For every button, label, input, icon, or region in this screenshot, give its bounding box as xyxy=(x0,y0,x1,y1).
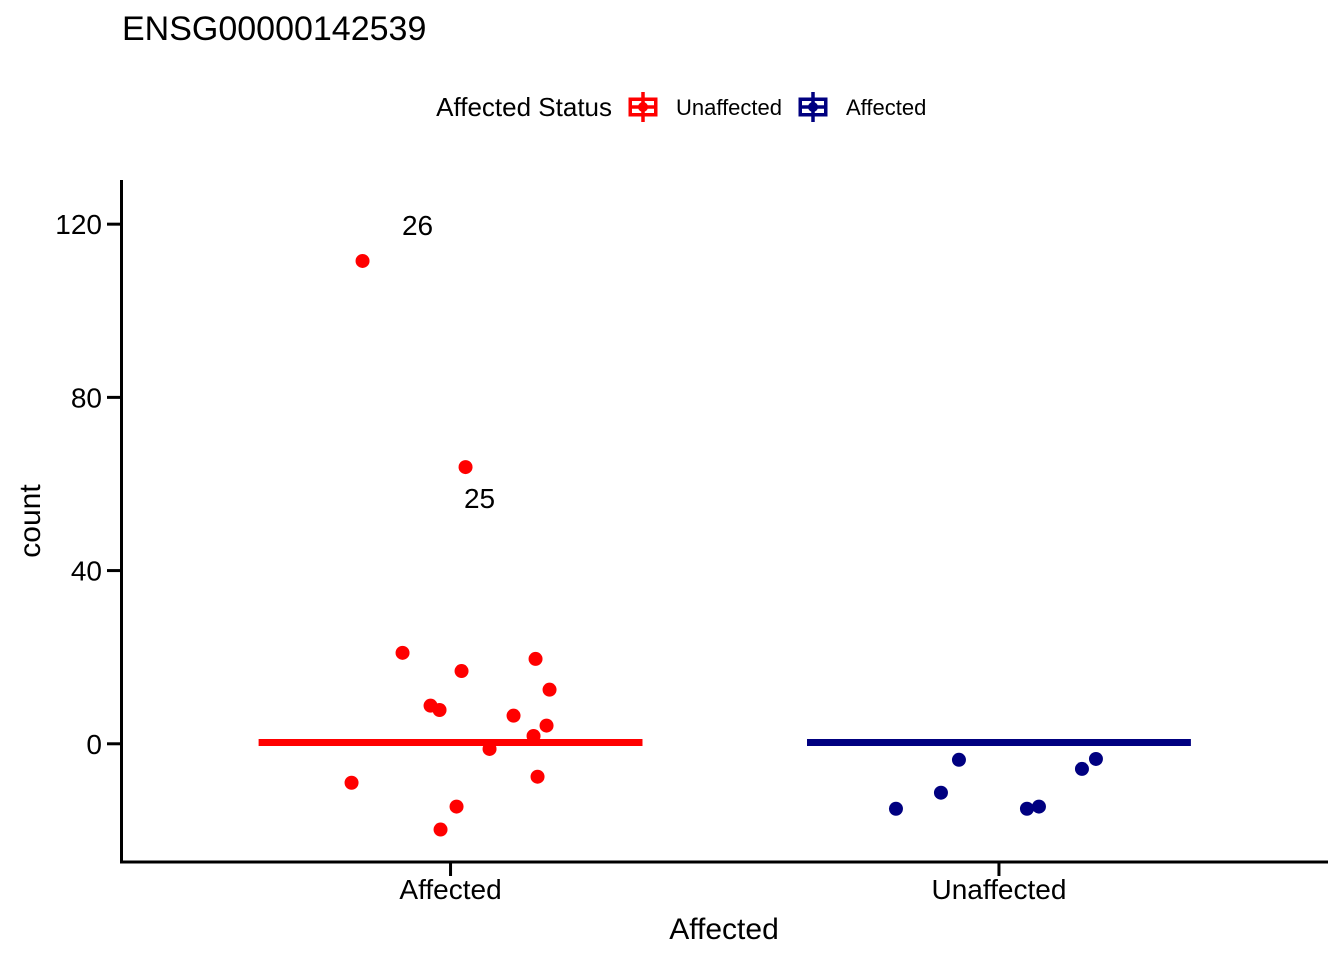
crossbar-key-icon-unaffected xyxy=(628,92,658,122)
data-point-unaffected xyxy=(432,703,447,718)
point-label: 25 xyxy=(464,483,495,514)
data-point-affected xyxy=(1074,761,1089,776)
data-point-unaffected xyxy=(539,718,554,733)
data-point-unaffected xyxy=(530,769,545,784)
legend-label-affected: Affected xyxy=(846,95,926,120)
y-tick-label: 40 xyxy=(71,556,102,587)
data-point-affected xyxy=(1031,799,1046,814)
y-tick-label: 80 xyxy=(71,382,102,413)
data-point-affected xyxy=(888,801,903,816)
y-tick-label: 120 xyxy=(55,209,102,240)
legend-label-unaffected: Unaffected xyxy=(676,95,782,120)
crossbar-key-icon-affected xyxy=(798,92,828,122)
x-tick-label: Affected xyxy=(399,874,501,905)
data-point-unaffected xyxy=(454,664,469,679)
y-tick-label: 0 xyxy=(86,729,102,760)
data-point-unaffected xyxy=(526,728,541,743)
data-point-unaffected xyxy=(482,741,497,756)
data-point-unaffected xyxy=(458,460,473,475)
legend: Affected Status Unaffected Affected xyxy=(436,92,926,122)
y-axis-title: count xyxy=(14,484,47,558)
data-point-unaffected xyxy=(449,799,464,814)
data-point-affected xyxy=(1088,751,1103,766)
data-point-affected xyxy=(951,752,966,767)
data-point-unaffected xyxy=(355,253,370,268)
data-point-affected xyxy=(933,785,948,800)
data-point-affected xyxy=(1019,801,1034,816)
x-axis-title: Affected xyxy=(669,913,779,946)
data-point-unaffected xyxy=(344,775,359,790)
x-tick-label: Unaffected xyxy=(931,874,1066,905)
data-point-unaffected xyxy=(506,708,521,723)
chart-marks: 0 40 80 120 Affected Unaffected 26 25 xyxy=(55,180,1328,905)
data-point-unaffected xyxy=(542,682,557,697)
data-point-unaffected xyxy=(528,651,543,666)
data-point-unaffected xyxy=(395,645,410,660)
data-point-unaffected xyxy=(433,822,448,837)
point-label: 26 xyxy=(402,210,433,241)
legend-title: Affected Status xyxy=(436,92,612,122)
chart-title: ENSG00000142539 xyxy=(122,10,426,48)
